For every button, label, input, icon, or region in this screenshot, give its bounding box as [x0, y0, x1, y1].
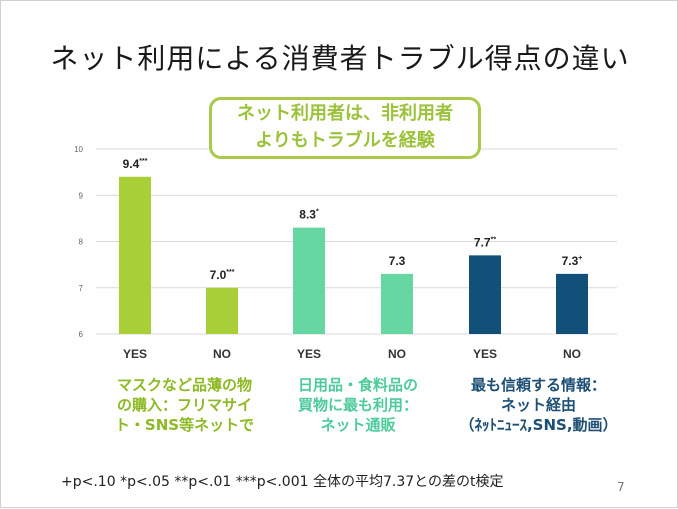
callout-line-2: よりもトラブルを経験 — [255, 130, 435, 151]
data-label: 9.4*** — [123, 157, 148, 171]
page-number: 7 — [617, 480, 625, 494]
x-tick-label: NO — [213, 347, 231, 361]
bar — [293, 227, 325, 334]
bar — [556, 273, 588, 334]
x-tick-label: YES — [297, 347, 321, 361]
y-tick-label: 10 — [74, 145, 83, 154]
data-label: 7.3+ — [562, 254, 583, 268]
footnote: +p<.10 *p<.05 **p<.01 ***p<.001 全体の平均7.3… — [61, 474, 504, 490]
group-label-line: ネット通販 — [320, 416, 396, 434]
group-label-line: 買物に最も利用： — [297, 396, 418, 414]
bar — [119, 176, 151, 334]
data-label: 8.3* — [299, 208, 319, 222]
y-tick-label: 9 — [79, 191, 84, 200]
x-tick-label: NO — [388, 347, 406, 361]
group-label-flea-market: マスクなど品薄の物 の購入：フリマサイ ト・SNS等ネットで — [97, 375, 272, 435]
callout-box: ネット利用者は、非利用者 よりもトラブルを経験 — [209, 97, 481, 159]
group-label-line: 最も信頼する情報： — [470, 376, 606, 394]
group-label-online-shopping: 日用品・食料品の 買物に最も利用： ネット通販 — [279, 375, 437, 435]
data-label: 7.0*** — [210, 268, 235, 282]
data-label: 7.3 — [389, 254, 406, 268]
group-label-line: の購入：フリマサイ — [116, 396, 252, 414]
x-tick-label: NO — [563, 347, 581, 361]
group-label-line: ト・SNS等ネットで — [114, 416, 255, 434]
group-label-line: （ﾈｯﾄﾆｭｰｽ,SNS,動画） — [459, 416, 618, 434]
group-label-trusted-info: 最も信頼する情報： ネット経由 （ﾈｯﾄﾆｭｰｽ,SNS,動画） — [451, 375, 626, 435]
data-label: 7.7** — [474, 235, 496, 249]
group-label-line: マスクなど品薄の物 — [116, 376, 252, 394]
bar — [206, 287, 238, 334]
y-tick-label: 7 — [79, 284, 84, 293]
x-tick-label: YES — [123, 347, 147, 361]
x-tick-label: YES — [473, 347, 497, 361]
bar — [469, 255, 501, 334]
callout-line-1: ネット利用者は、非利用者 — [237, 103, 453, 124]
group-label-line: ネット経由 — [500, 396, 576, 414]
y-tick-label: 8 — [79, 238, 84, 247]
group-label-line: 日用品・食料品の — [297, 376, 418, 394]
y-tick-label: 6 — [79, 330, 84, 339]
slide-title: ネット利用による消費者トラブル得点の違い — [50, 42, 630, 75]
bar — [381, 273, 413, 334]
